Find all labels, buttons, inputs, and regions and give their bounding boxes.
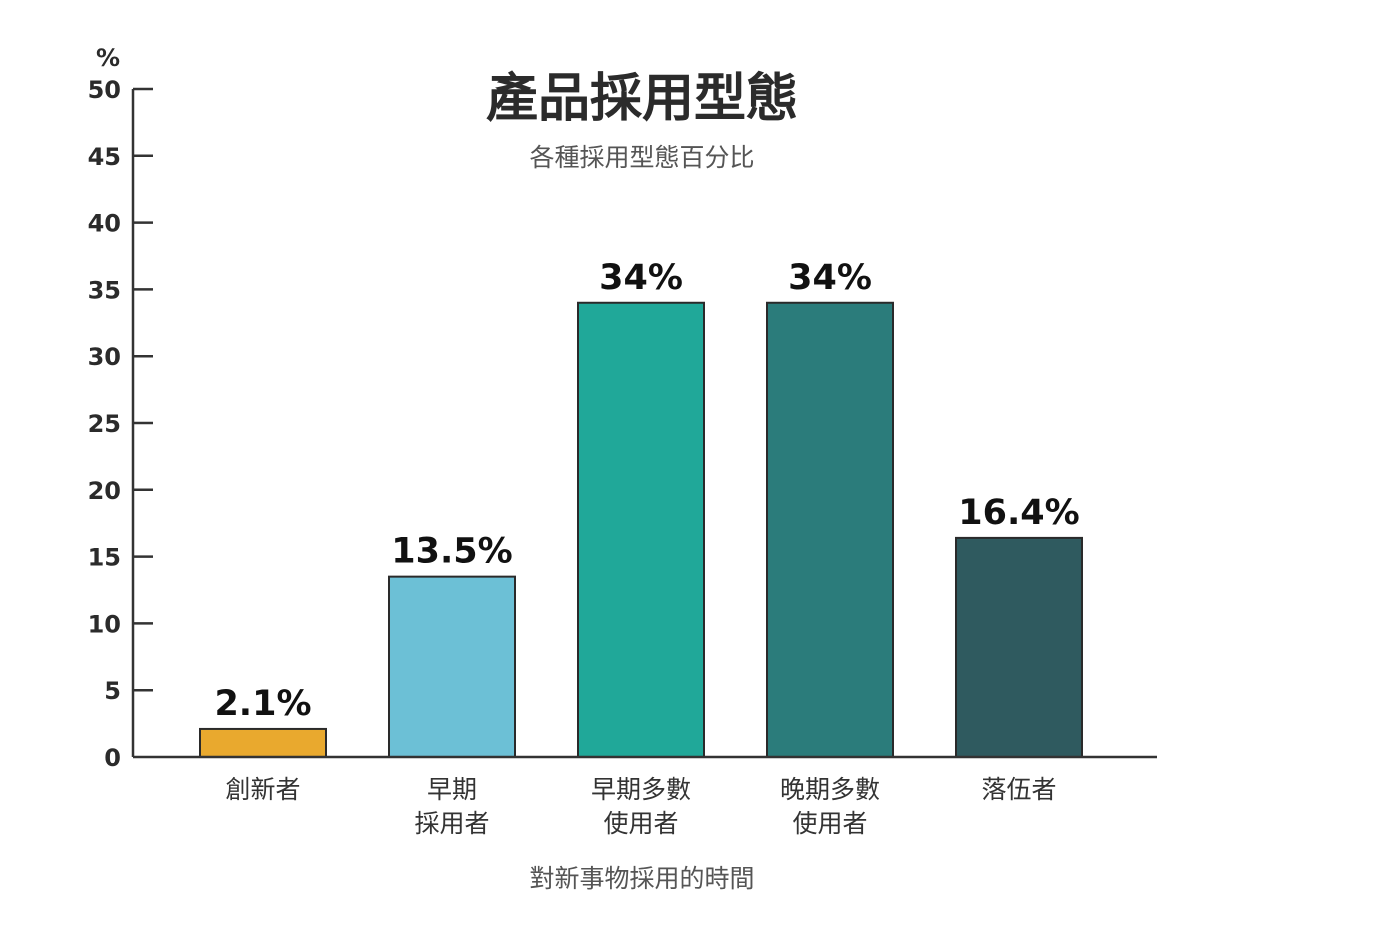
data-labels: 2.1% 13.5% 34% 34% 16.4% xyxy=(214,258,1079,724)
bar xyxy=(577,301,705,758)
bar xyxy=(199,727,327,758)
x-axis-label: 對新事物採用的時間 xyxy=(529,864,754,893)
y-tick-label: 15 xyxy=(88,544,121,572)
category-label: 晚期多數 xyxy=(780,775,880,804)
y-tick-label: 20 xyxy=(88,477,121,505)
y-tick-label: 25 xyxy=(88,410,121,438)
bar-value-label: 2.1% xyxy=(214,684,311,724)
bars xyxy=(199,301,1083,759)
bar-value-label: 16.4% xyxy=(958,493,1079,533)
bar xyxy=(766,301,894,758)
bar xyxy=(388,575,516,759)
category-label: 早期多數 xyxy=(591,775,691,804)
y-tick-label: 5 xyxy=(104,677,121,705)
category-label: 採用者 xyxy=(414,809,489,838)
y-tick-label: 45 xyxy=(88,143,121,171)
y-tick-label: 30 xyxy=(88,343,121,371)
chart-title: 產品採用型態 xyxy=(486,69,798,129)
y-axis: 0 5 10 15 20 25 30 35 40 45 50 xyxy=(88,76,153,772)
y-tick-label: 0 xyxy=(104,744,121,772)
y-tick-label: 10 xyxy=(88,610,121,638)
y-axis-unit-label: % xyxy=(96,44,120,72)
category-label: 落伍者 xyxy=(981,775,1056,804)
category-label: 使用者 xyxy=(792,809,867,838)
bar-value-label: 34% xyxy=(599,258,683,298)
y-tick-label: 50 xyxy=(88,76,121,104)
category-label: 使用者 xyxy=(603,809,678,838)
category-label: 早期 xyxy=(427,775,477,804)
bar xyxy=(955,536,1083,758)
y-tick-label: 40 xyxy=(88,210,121,238)
category-label: 創新者 xyxy=(225,775,300,804)
bar-value-label: 34% xyxy=(788,258,872,298)
chart-subtitle: 各種採用型態百分比 xyxy=(529,143,754,172)
bar-value-label: 13.5% xyxy=(391,532,512,572)
y-tick-label: 35 xyxy=(88,276,121,304)
